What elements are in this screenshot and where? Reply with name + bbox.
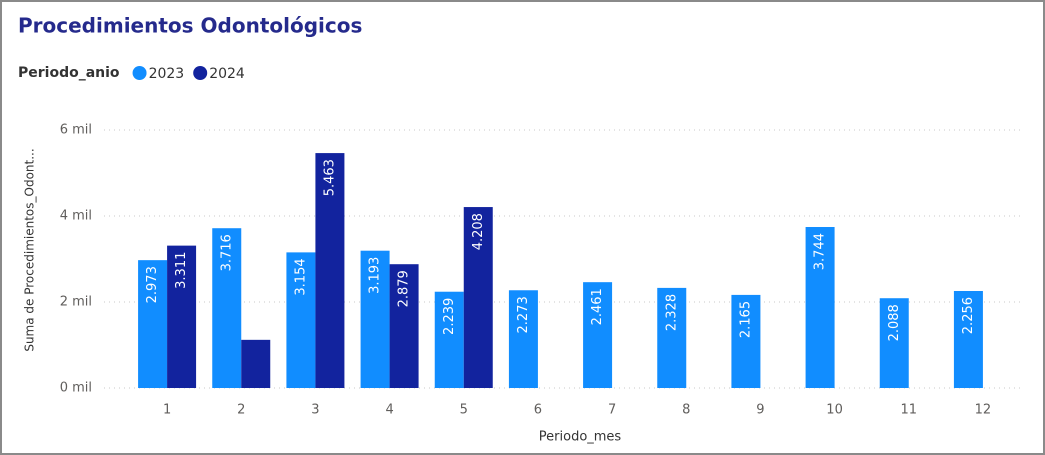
chart-title: Procedimientos Odontológicos — [18, 14, 362, 38]
bar — [434, 291, 464, 388]
x-tick-label: 10 — [826, 403, 843, 418]
y-tick-label: 6 mil — [60, 123, 92, 138]
x-tick-label: 3 — [311, 403, 319, 418]
data-label: 2.239 — [442, 298, 457, 335]
data-label: 2.879 — [397, 270, 412, 307]
y-axis-title: Suma de Procedimientos_Odont... — [23, 148, 37, 351]
bar — [286, 252, 316, 388]
bar — [583, 282, 613, 388]
bar — [315, 153, 345, 388]
bar — [360, 250, 390, 388]
bar — [389, 264, 419, 388]
x-tick-label: 8 — [682, 403, 690, 418]
bar — [657, 287, 687, 388]
bar — [463, 207, 493, 388]
x-tick-label: 5 — [460, 403, 468, 418]
bar — [805, 227, 835, 388]
data-label: 5.463 — [322, 159, 337, 196]
x-tick-label: 7 — [608, 403, 616, 418]
data-label: 3.744 — [813, 233, 828, 270]
x-tick-label: 11 — [900, 403, 917, 418]
data-label: 3.311 — [174, 252, 189, 289]
x-tick-label: 2 — [237, 403, 245, 418]
x-tick-label: 4 — [385, 403, 393, 418]
x-axis-title: Periodo_mes — [539, 430, 622, 445]
data-label: 2.461 — [590, 288, 605, 325]
bar — [241, 339, 271, 388]
y-tick-label: 0 mil — [60, 381, 92, 396]
legend-title: Periodo_anio — [18, 65, 120, 81]
data-label: 2.273 — [516, 296, 531, 333]
data-label: 2.256 — [961, 297, 976, 334]
bar — [138, 260, 168, 388]
legend-swatch — [193, 66, 208, 80]
data-label: 2.328 — [664, 294, 679, 331]
legend-label: 2023 — [149, 66, 185, 82]
bar — [212, 228, 242, 388]
bar — [508, 290, 538, 388]
data-label: 2.088 — [887, 304, 902, 341]
data-label: 3.716 — [219, 234, 234, 271]
bar — [953, 290, 983, 388]
bar — [879, 298, 909, 388]
data-label: 3.193 — [368, 257, 383, 294]
data-label: 2.973 — [145, 266, 160, 303]
x-tick-label: 1 — [163, 403, 171, 418]
bar — [731, 294, 761, 388]
y-tick-label: 4 mil — [60, 209, 92, 224]
x-tick-label: 9 — [756, 403, 764, 418]
data-label: 2.165 — [738, 301, 753, 338]
x-tick-label: 12 — [975, 403, 992, 418]
data-label: 3.154 — [293, 258, 308, 295]
x-tick-label: 6 — [534, 403, 542, 418]
y-tick-label: 2 mil — [60, 295, 92, 310]
data-label: 4.208 — [471, 213, 486, 250]
legend-label: 2024 — [209, 66, 245, 82]
bar — [167, 245, 197, 388]
legend-swatch — [132, 66, 147, 80]
